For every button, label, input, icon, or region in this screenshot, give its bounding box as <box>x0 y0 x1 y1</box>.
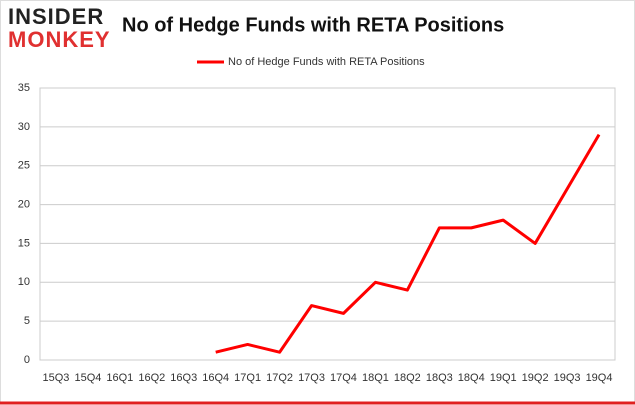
x-tick-label: 16Q4 <box>202 372 229 384</box>
x-tick-label: 16Q3 <box>170 372 197 384</box>
brand-line1: INSIDER <box>8 4 104 29</box>
x-tick-label: 18Q4 <box>458 372 485 384</box>
x-tick-label: 19Q3 <box>554 372 581 384</box>
y-tick-label: 20 <box>18 198 30 210</box>
y-tick-label: 15 <box>18 237 30 249</box>
x-tick-label: 17Q3 <box>298 372 325 384</box>
chart-title: No of Hedge Funds with RETA Positions <box>122 14 504 36</box>
legend-label: No of Hedge Funds with RETA Positions <box>228 56 425 68</box>
y-tick-label: 10 <box>18 276 30 288</box>
series-line <box>215 133 601 354</box>
x-tick-label: 18Q3 <box>426 372 453 384</box>
y-tick-label: 0 <box>24 354 30 366</box>
x-tick-label: 17Q4 <box>330 372 357 384</box>
x-tick-label: 15Q3 <box>43 372 70 384</box>
plot-area <box>39 87 616 361</box>
x-tick-label: 18Q1 <box>362 372 389 384</box>
x-tick-label: 17Q2 <box>266 372 293 384</box>
brand-line2: MONKEY <box>8 27 111 52</box>
x-tick-label: 17Q1 <box>234 372 261 384</box>
x-tick-label: 19Q4 <box>586 372 613 384</box>
x-tick-label: 15Q4 <box>74 372 101 384</box>
x-tick-label: 19Q2 <box>522 372 549 384</box>
x-tick-label: 16Q1 <box>106 372 133 384</box>
x-tick-label: 16Q2 <box>138 372 165 384</box>
y-tick-label: 35 <box>18 82 30 94</box>
x-tick-label: 18Q2 <box>394 372 421 384</box>
y-tick-label: 30 <box>18 121 30 133</box>
x-tick-label: 19Q1 <box>490 372 517 384</box>
y-tick-label: 5 <box>24 315 30 327</box>
y-tick-label: 25 <box>18 160 30 172</box>
